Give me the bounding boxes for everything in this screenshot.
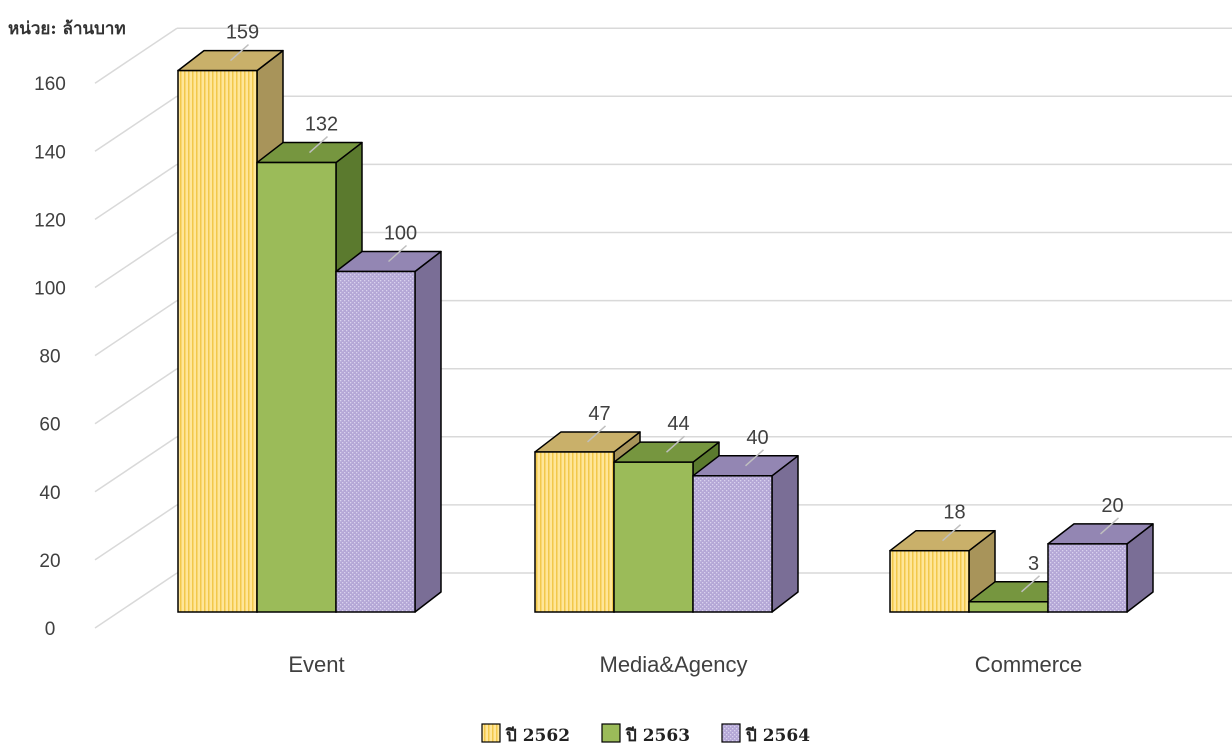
gridline-diagonal bbox=[94, 368, 178, 425]
bar-side bbox=[414, 250, 442, 613]
data-label: 159 bbox=[226, 22, 259, 44]
x-tick-label: Media&Agency bbox=[600, 652, 748, 677]
gridline-diagonal bbox=[94, 231, 178, 289]
bar-front bbox=[1047, 543, 1128, 613]
leader-line bbox=[309, 135, 328, 154]
legend-label: ปี 2563 bbox=[625, 725, 690, 746]
legend: ปี 2562 ปี 2563 ปี 2564 bbox=[481, 723, 810, 746]
legend-swatch bbox=[601, 723, 621, 743]
gridline-diagonal bbox=[94, 163, 178, 221]
legend-label: ปี 2564 bbox=[745, 725, 810, 746]
legend-item: ปี 2563 bbox=[601, 723, 690, 746]
x-tick-label: Commerce bbox=[975, 652, 1083, 677]
legend-item: ปี 2564 bbox=[721, 723, 810, 746]
y-tick-label: 0 bbox=[45, 619, 56, 640]
unit-label: หน่วย: ล้านบาท bbox=[8, 19, 126, 39]
leader-line bbox=[745, 449, 764, 467]
legend-label: ปี 2562 bbox=[505, 725, 570, 746]
y-tick-label: 100 bbox=[34, 279, 66, 300]
y-tick-label: 140 bbox=[34, 142, 66, 163]
gridline-diagonal bbox=[94, 299, 178, 357]
bar-front bbox=[968, 601, 1049, 613]
bar bbox=[692, 455, 799, 613]
bar bbox=[335, 250, 442, 613]
x-tick-label: Event bbox=[288, 652, 344, 677]
leader-line bbox=[1021, 575, 1040, 593]
bar bbox=[889, 529, 996, 613]
legend-item: ปี 2562 bbox=[481, 723, 570, 746]
y-tick-label: 20 bbox=[39, 551, 60, 572]
data-label: 44 bbox=[667, 413, 689, 435]
y-tick-label: 120 bbox=[34, 210, 66, 231]
data-label: 47 bbox=[588, 403, 610, 425]
bar-side bbox=[771, 455, 799, 613]
bars bbox=[177, 49, 1154, 613]
data-label: 3 bbox=[1028, 553, 1039, 575]
leader-line bbox=[587, 425, 606, 443]
labels: 0 20 40 60 80 100 120 140 160 159 132 100 Event 47 44 4… bbox=[34, 22, 1123, 677]
bar-front bbox=[889, 549, 970, 613]
bar-front bbox=[692, 475, 773, 613]
gridline-diagonal bbox=[94, 95, 178, 152]
data-label: 20 bbox=[1101, 495, 1123, 517]
bar bbox=[1047, 523, 1154, 613]
y-tick-label: 160 bbox=[34, 74, 66, 95]
leader-line bbox=[388, 244, 407, 263]
leader-line bbox=[942, 524, 961, 542]
leader-line bbox=[1100, 517, 1119, 535]
y-tick-label: 40 bbox=[39, 483, 60, 504]
bar-front bbox=[177, 69, 258, 613]
bar-front bbox=[534, 451, 615, 613]
data-label: 100 bbox=[384, 223, 417, 245]
data-label: 40 bbox=[746, 427, 768, 449]
leader-line bbox=[666, 435, 685, 453]
y-tick-label: 80 bbox=[39, 347, 60, 368]
gridline-diagonal bbox=[94, 572, 178, 629]
data-label: 18 bbox=[943, 502, 965, 524]
legend-swatch bbox=[721, 723, 741, 743]
gridline-diagonal bbox=[94, 504, 178, 561]
bar-front bbox=[256, 161, 337, 613]
data-label: 132 bbox=[305, 114, 338, 136]
bar-front bbox=[613, 461, 694, 613]
y-tick-label: 60 bbox=[39, 415, 60, 436]
bar-front bbox=[335, 270, 416, 613]
gridline-diagonal bbox=[94, 27, 178, 84]
gridline-diagonal bbox=[94, 436, 178, 493]
leader-line bbox=[230, 44, 249, 62]
legend-swatch bbox=[481, 723, 501, 743]
